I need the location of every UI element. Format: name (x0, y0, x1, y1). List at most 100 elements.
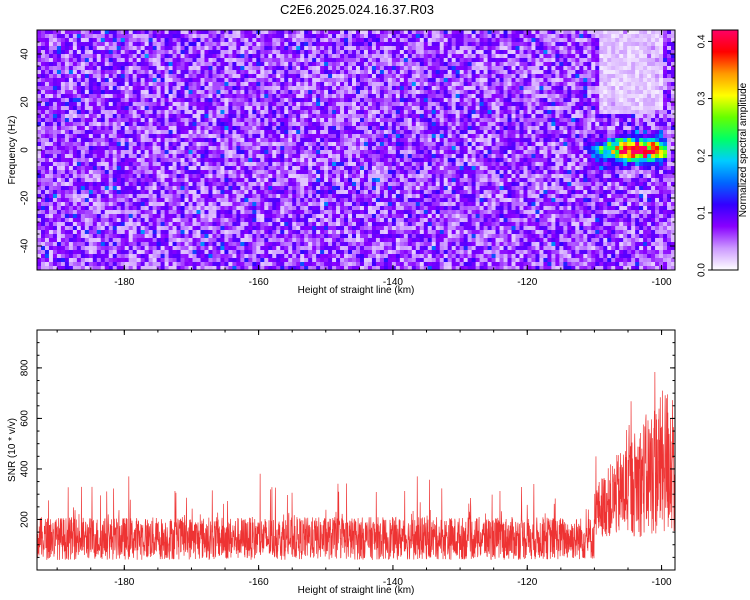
heatmap-cell (212, 98, 217, 103)
heatmap-cell (316, 86, 321, 91)
heatmap-cell (228, 206, 233, 211)
heatmap-cell (104, 110, 110, 115)
heatmap-cell (76, 94, 82, 99)
heatmap-cell (244, 86, 249, 91)
heatmap-cell (40, 110, 46, 115)
heatmap-cell (192, 98, 197, 103)
heatmap-cell (296, 90, 301, 95)
heatmap-cell (192, 138, 197, 143)
heatmap-cell (344, 62, 349, 67)
heatmap-cell (160, 146, 165, 151)
heatmap-cell (60, 126, 66, 131)
heatmap-cell (148, 42, 154, 47)
heatmap-cell (44, 154, 50, 159)
heatmap-cell (252, 166, 257, 171)
heatmap-cell (228, 242, 233, 247)
heatmap-cell (148, 38, 154, 43)
heatmap-cell (268, 42, 273, 47)
heatmap-cell (312, 266, 317, 271)
heatmap-cell (132, 134, 138, 139)
heatmap-cell (220, 258, 225, 263)
heatmap-cell (120, 218, 126, 223)
heatmap-cell (359, 122, 365, 127)
heatmap-cell (172, 98, 177, 103)
heatmap-cell (363, 178, 369, 183)
heatmap-cell (64, 174, 70, 179)
heatmap-cell (216, 262, 221, 267)
heatmap-cell (336, 42, 341, 47)
heatmap-cell (220, 218, 225, 223)
heatmap-cell (120, 122, 126, 127)
heatmap-cell (104, 94, 110, 99)
heatmap-cell (76, 234, 82, 239)
heatmap-cell (280, 194, 285, 199)
heatmap-cell (220, 266, 225, 271)
heatmap-cell (320, 258, 325, 263)
heatmap-cell (284, 86, 289, 91)
heatmap-cell (367, 86, 373, 91)
heatmap-cell (324, 218, 329, 223)
heatmap-cell (112, 106, 118, 111)
heatmap-cell (136, 250, 142, 255)
heatmap-cell (37, 254, 42, 259)
heatmap-cell (40, 210, 46, 215)
heatmap-cell (272, 110, 277, 115)
heatmap-cell (60, 94, 66, 99)
heatmap-cell (220, 74, 225, 79)
heatmap-cell (332, 74, 337, 79)
heatmap-cell (260, 166, 265, 171)
heatmap-cell (336, 186, 341, 191)
heatmap-cell (172, 238, 177, 243)
heatmap-cell (363, 70, 369, 75)
heatmap-cell (40, 266, 46, 271)
heatmap-cell (304, 266, 309, 271)
heatmap-cell (116, 138, 122, 143)
heatmap-cell (60, 82, 66, 87)
heatmap-cell (256, 254, 261, 259)
heatmap-cell (44, 230, 50, 235)
heatmap-cell (92, 250, 98, 255)
heatmap-cell (124, 158, 130, 163)
heatmap-cell (363, 58, 369, 63)
heatmap-cell (68, 238, 74, 243)
heatmap-cell (40, 150, 46, 155)
heatmap-cell (220, 70, 225, 75)
heatmap-cell (128, 254, 134, 259)
heatmap-cell (40, 146, 46, 151)
heatmap-cell (108, 250, 114, 255)
heatmap-cell (224, 258, 229, 263)
heatmap-cell (200, 30, 205, 35)
heatmap-cell (252, 178, 257, 183)
heatmap-cell (232, 174, 237, 179)
heatmap-cell (80, 118, 86, 123)
heatmap-cell (300, 202, 305, 207)
heatmap-cell (248, 178, 253, 183)
heatmap-cell (308, 238, 313, 243)
heatmap-cell (196, 202, 201, 207)
heatmap-cell (176, 154, 181, 159)
heatmap-cell (316, 134, 321, 139)
heatmap-cell (100, 166, 106, 171)
heatmap-cell (56, 90, 62, 95)
heatmap-cell (44, 262, 50, 267)
heatmap-cell (336, 34, 341, 39)
heatmap-cell (212, 218, 217, 223)
heatmap-cell (264, 222, 269, 227)
heatmap-cell (304, 102, 309, 107)
heatmap-cell (359, 162, 365, 167)
heatmap-cell (64, 90, 70, 95)
heatmap-cell (40, 122, 46, 127)
heatmap-cell (192, 266, 197, 271)
heatmap-cell (168, 250, 173, 255)
heatmap-cell (244, 130, 249, 135)
heatmap-cell (60, 222, 66, 227)
heatmap-cell (260, 30, 265, 35)
heatmap-cell (228, 78, 233, 83)
heatmap-cell (348, 142, 353, 147)
heatmap-cell (208, 178, 213, 183)
heatmap-cell (308, 198, 313, 203)
heatmap-cell (224, 222, 229, 227)
heatmap-cell (204, 74, 209, 79)
heatmap-cell (312, 146, 317, 151)
heatmap-cell (156, 230, 162, 235)
